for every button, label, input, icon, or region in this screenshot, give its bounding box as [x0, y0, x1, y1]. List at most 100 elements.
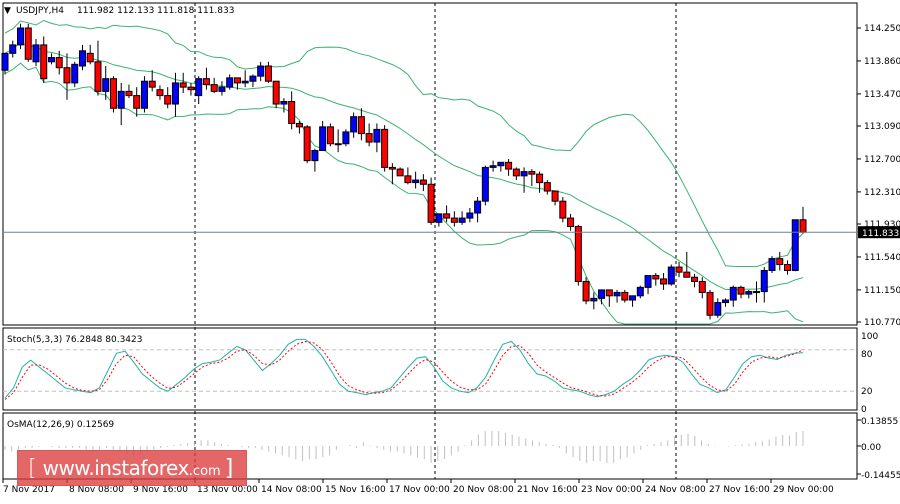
candle[interactable]: [55, 50, 63, 75]
candle[interactable]: [257, 61, 265, 82]
candle[interactable]: [458, 211, 466, 225]
candle[interactable]: [210, 77, 218, 94]
candle[interactable]: [613, 289, 621, 303]
candle[interactable]: [226, 74, 234, 90]
candle[interactable]: [582, 277, 590, 305]
candle[interactable]: [621, 289, 629, 303]
candle[interactable]: [760, 267, 768, 303]
candle[interactable]: [24, 23, 32, 62]
candle[interactable]: [218, 81, 226, 96]
candle[interactable]: [776, 251, 784, 271]
candle[interactable]: [381, 125, 389, 172]
candle[interactable]: [753, 281, 761, 303]
candle[interactable]: [71, 61, 79, 88]
candle[interactable]: [350, 112, 358, 138]
candle[interactable]: [629, 295, 637, 307]
candle[interactable]: [675, 262, 683, 278]
candle[interactable]: [202, 67, 210, 90]
candle[interactable]: [280, 98, 288, 113]
candle[interactable]: [78, 44, 86, 71]
candle[interactable]: [528, 169, 536, 186]
candle[interactable]: [636, 285, 644, 299]
candle[interactable]: [598, 289, 606, 305]
candle[interactable]: [365, 123, 373, 147]
candle[interactable]: [551, 190, 559, 206]
candle[interactable]: [272, 80, 280, 109]
candle[interactable]: [357, 108, 365, 141]
candle[interactable]: [784, 260, 792, 275]
candle[interactable]: [47, 53, 55, 65]
candle[interactable]: [466, 207, 474, 223]
candle[interactable]: [94, 40, 102, 96]
candle[interactable]: [249, 74, 257, 88]
candle[interactable]: [435, 213, 443, 227]
candle[interactable]: [171, 72, 179, 117]
candle[interactable]: [427, 177, 435, 225]
candle[interactable]: [319, 120, 327, 151]
candle[interactable]: [605, 289, 613, 307]
candle[interactable]: [512, 167, 520, 181]
candle[interactable]: [334, 129, 342, 153]
candle[interactable]: [16, 23, 24, 50]
candle[interactable]: [729, 285, 737, 307]
candle[interactable]: [342, 129, 350, 147]
candle[interactable]: [567, 213, 575, 231]
candle[interactable]: [63, 53, 71, 100]
candle[interactable]: [109, 76, 117, 113]
candle[interactable]: [443, 205, 451, 223]
candle[interactable]: [520, 167, 528, 193]
candle[interactable]: [1, 52, 9, 75]
candle[interactable]: [396, 167, 404, 177]
candle[interactable]: [288, 91, 296, 130]
candle[interactable]: [791, 219, 799, 272]
candle[interactable]: [652, 273, 660, 286]
candle[interactable]: [683, 251, 691, 278]
candle[interactable]: [311, 148, 319, 172]
candle[interactable]: [264, 61, 272, 83]
candle[interactable]: [474, 196, 482, 223]
candle[interactable]: [404, 167, 412, 185]
candle[interactable]: [86, 44, 94, 65]
candle[interactable]: [497, 161, 505, 172]
candle[interactable]: [722, 298, 730, 307]
candle[interactable]: [660, 273, 668, 290]
candle[interactable]: [117, 82, 125, 126]
candle[interactable]: [559, 196, 567, 223]
candle[interactable]: [40, 36, 48, 83]
candle[interactable]: [148, 70, 156, 92]
candle[interactable]: [125, 84, 133, 99]
candle[interactable]: [102, 66, 110, 100]
candle[interactable]: [745, 289, 753, 299]
candle[interactable]: [195, 76, 203, 105]
candle[interactable]: [156, 85, 164, 100]
candle[interactable]: [481, 165, 489, 206]
candle[interactable]: [450, 211, 458, 227]
candle[interactable]: [164, 87, 172, 109]
candlesticks[interactable]: [1, 23, 807, 320]
candle[interactable]: [768, 256, 776, 273]
candle[interactable]: [388, 163, 396, 185]
candle[interactable]: [233, 77, 241, 90]
candle[interactable]: [714, 298, 722, 318]
candle[interactable]: [295, 120, 303, 134]
candle[interactable]: [303, 125, 311, 164]
candle[interactable]: [698, 277, 706, 299]
candle[interactable]: [574, 224, 582, 286]
candle[interactable]: [691, 273, 699, 288]
candle[interactable]: [590, 292, 598, 310]
candle[interactable]: [489, 160, 497, 172]
candle[interactable]: [419, 174, 427, 192]
candle[interactable]: [706, 289, 714, 320]
candle[interactable]: [505, 158, 513, 176]
candle[interactable]: [241, 70, 249, 88]
candle[interactable]: [644, 275, 652, 295]
candle[interactable]: [9, 40, 17, 58]
candle[interactable]: [179, 72, 187, 94]
candle[interactable]: [187, 82, 195, 96]
candle[interactable]: [667, 264, 675, 286]
candle[interactable]: [140, 76, 148, 113]
candle[interactable]: [543, 180, 551, 195]
candle[interactable]: [133, 87, 141, 117]
